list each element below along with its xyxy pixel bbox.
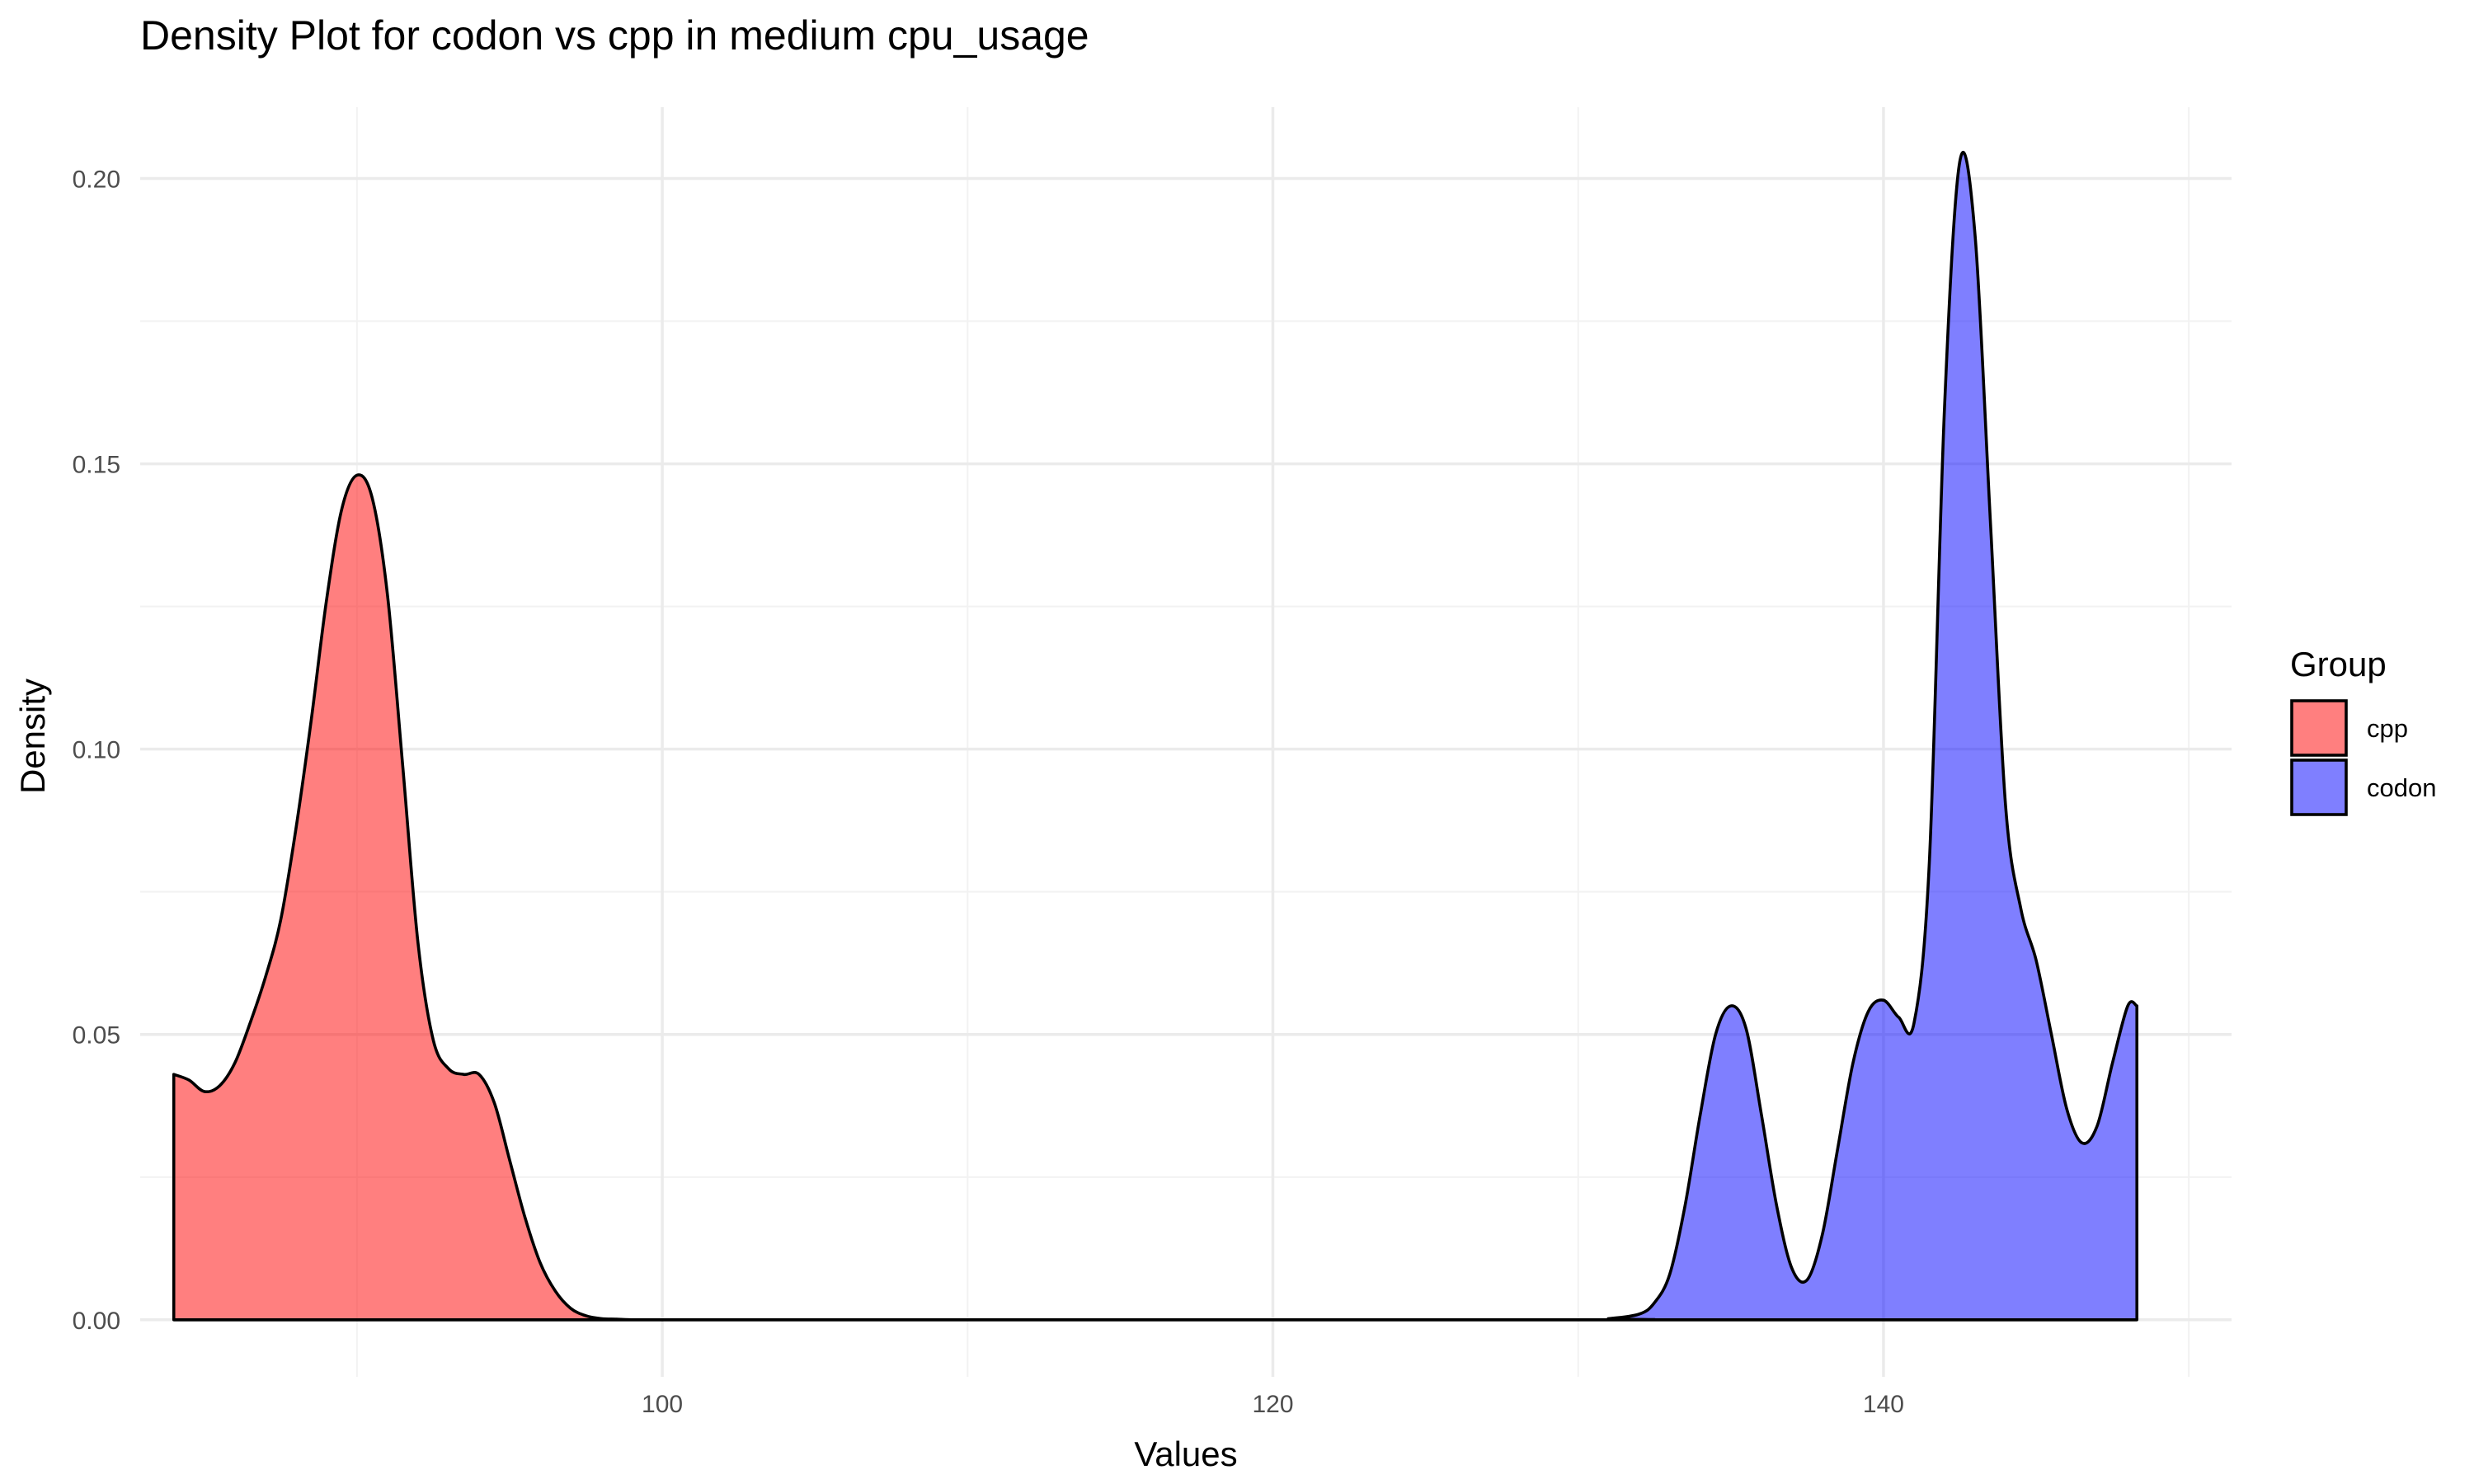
x-tick-label: 140 <box>1863 1391 1904 1418</box>
chart-title: Density Plot for codon vs cpp in medium … <box>140 12 1089 59</box>
x-tick-label: 120 <box>1252 1391 1293 1418</box>
y-axis-ticks: 0.00 0.05 0.10 0.15 0.20 <box>73 167 120 1335</box>
legend-key-cpp <box>2290 699 2348 757</box>
legend-key-codon <box>2290 758 2348 816</box>
density-area-codon <box>661 151 2139 1322</box>
y-tick-label: 0.10 <box>73 737 120 764</box>
density-areas <box>172 151 2139 1322</box>
legend-title: Group <box>2290 645 2387 683</box>
legend-items: cpp codon <box>2290 699 2436 816</box>
y-tick-label: 0.05 <box>73 1022 120 1050</box>
y-tick-label: 0.00 <box>73 1308 120 1335</box>
legend: Group cpp codon <box>2290 645 2436 816</box>
y-axis-title: Density <box>13 679 52 794</box>
legend-label-codon: codon <box>2367 773 2436 802</box>
x-tick-label: 100 <box>642 1391 683 1418</box>
x-axis-title: Values <box>1134 1435 1237 1473</box>
x-axis-ticks: 100 120 140 <box>642 1391 1904 1418</box>
density-area-cpp <box>172 473 664 1322</box>
legend-label-cpp: cpp <box>2367 714 2408 743</box>
y-tick-label: 0.15 <box>73 452 120 479</box>
y-tick-label: 0.20 <box>73 167 120 194</box>
